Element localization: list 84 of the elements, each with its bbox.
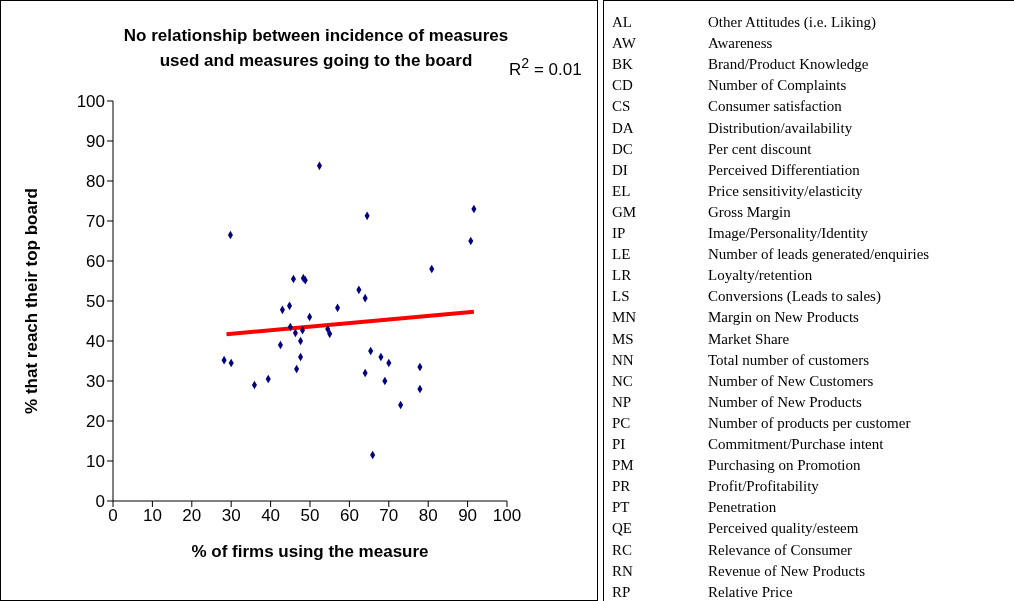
point: [299, 325, 306, 335]
text: Relative Price: [708, 583, 793, 600]
text: RN: [612, 561, 634, 580]
x-tick-label: 10: [142, 506, 162, 526]
text: LE: [612, 245, 632, 264]
x-axis-title: % of firms using the measure: [191, 542, 429, 562]
text: Per cent discount: [708, 140, 812, 157]
text: AL: [612, 13, 633, 31]
text: Distribution/availability: [708, 119, 853, 136]
text: MS: [612, 329, 635, 348]
text: DI: [612, 160, 629, 179]
text: Revenue of New Products: [708, 562, 866, 579]
chart-title: No relationship between incidence of measures used and measures going to the board: [123, 26, 509, 70]
text: LS: [612, 287, 631, 306]
text: Market Share: [708, 330, 790, 347]
text: Number of Complaints: [708, 77, 847, 94]
y-tick-label: 50: [86, 292, 105, 312]
text: IP: [612, 224, 627, 242]
text: GM: [612, 202, 638, 221]
text: Awareness: [708, 35, 773, 52]
text: Number of products per customer: [708, 414, 911, 431]
x-tick-label: 70: [379, 506, 399, 526]
text: CD: [612, 76, 634, 95]
text: R$^{2}$ = 0.01: [509, 55, 582, 80]
text: Profit/Profitability: [708, 478, 819, 495]
text: Margin on New Products: [708, 309, 859, 326]
text: Commitment/Purchase intent: [708, 436, 884, 452]
text: Number of New Products: [708, 393, 862, 410]
text: Penetration: [708, 499, 777, 516]
text: NP: [612, 392, 633, 411]
text: PT: [612, 498, 631, 517]
text: EL: [612, 181, 632, 200]
text: NN: [612, 350, 635, 369]
text: Brand/Product Knowledge: [708, 56, 869, 73]
text: AW: [612, 34, 637, 53]
text: Perceived Differentiation: [708, 161, 860, 178]
text: Consumer satisfaction: [708, 98, 842, 115]
text: Total number of customers: [708, 351, 869, 368]
text: Purchasing on Promotion: [708, 457, 861, 474]
text: PR: [612, 477, 632, 496]
text: BK: [612, 55, 634, 74]
y-tick-label: 0: [95, 492, 105, 512]
text: Number of leads generated/enquiries: [708, 246, 930, 263]
text: DA: [612, 118, 635, 137]
text: Price sensitivity/elasticity: [708, 182, 863, 199]
y-tick-label: 20: [86, 412, 105, 432]
text: Conversions (Leads to sales): [708, 288, 881, 305]
y-tick-label: 70: [86, 212, 105, 232]
x-tick-label: 30: [221, 506, 241, 526]
y-tick-label: 80: [86, 172, 105, 192]
text: LR: [612, 266, 633, 285]
x-tick-label: 80: [418, 506, 438, 526]
x-tick-label: 40: [261, 506, 281, 526]
y-tick-label: 10: [86, 452, 105, 472]
text: Loyalty/retention: [708, 267, 813, 284]
y-axis-title: % that reach their top board: [22, 188, 42, 414]
point: [286, 301, 293, 311]
text: DC: [612, 139, 634, 158]
y-tick-label: 30: [86, 372, 105, 392]
text: Image/Personality/Identity: [708, 225, 868, 241]
y-tick-label: 40: [86, 332, 105, 352]
text: QE: [612, 519, 633, 538]
text: Relevance of Consumer: [708, 541, 853, 558]
text: Number of New Customers: [708, 372, 874, 389]
text: MN: [612, 308, 638, 327]
text: PM: [612, 456, 635, 475]
text: PC: [612, 413, 632, 432]
y-tick-label: 90: [86, 132, 105, 152]
x-tick-label: 0: [108, 506, 118, 526]
x-tick-label: 90: [458, 506, 478, 526]
text: Gross Margin: [708, 203, 791, 220]
x-tick-label: 100: [492, 506, 522, 526]
x-tick-label: 60: [339, 506, 359, 526]
text: PI: [612, 435, 627, 453]
text: Other Attitudes (i.e. Liking): [708, 14, 876, 30]
x-tick-label: 20: [182, 506, 202, 526]
y-tick-label: 60: [86, 252, 105, 272]
text: CS: [612, 97, 632, 116]
text: RC: [612, 540, 633, 559]
x-tick-label: 50: [300, 506, 320, 526]
text: NC: [612, 371, 634, 390]
y-tick-label: 100: [76, 92, 105, 112]
text: Perceived quality/esteem: [708, 520, 859, 537]
text: RP: [612, 582, 632, 601]
